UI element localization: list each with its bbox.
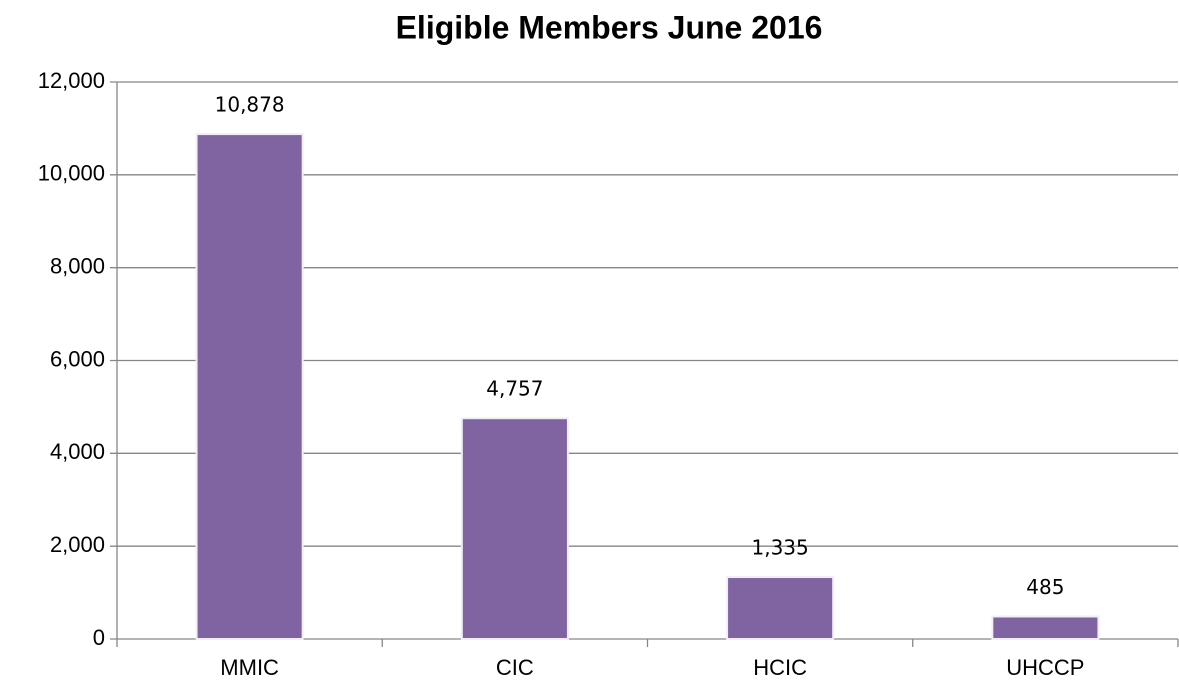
- bar: [726, 576, 835, 641]
- x-tick-label: CIC: [496, 655, 534, 680]
- y-tick-label: 12,000: [38, 68, 105, 93]
- y-tick-label: 0: [93, 625, 105, 650]
- x-tick-label: MMIC: [220, 655, 279, 680]
- x-tick-label: UHCCP: [1006, 655, 1084, 680]
- y-tick-label: 8,000: [50, 253, 105, 278]
- bar: [195, 133, 304, 640]
- value-label: 10,878: [215, 93, 285, 117]
- y-tick-label: 4,000: [50, 439, 105, 464]
- value-label: 4,757: [486, 377, 543, 401]
- value-label: 1,335: [751, 536, 808, 560]
- x-tick-label: HCIC: [753, 655, 807, 680]
- bar: [991, 615, 1100, 640]
- value-label: 485: [1026, 575, 1064, 599]
- y-tick-label: 10,000: [38, 161, 105, 186]
- bar: [460, 417, 569, 640]
- y-tick-label: 2,000: [50, 532, 105, 557]
- y-tick-label: 6,000: [50, 346, 105, 371]
- chart-title: Eligible Members June 2016: [396, 9, 823, 45]
